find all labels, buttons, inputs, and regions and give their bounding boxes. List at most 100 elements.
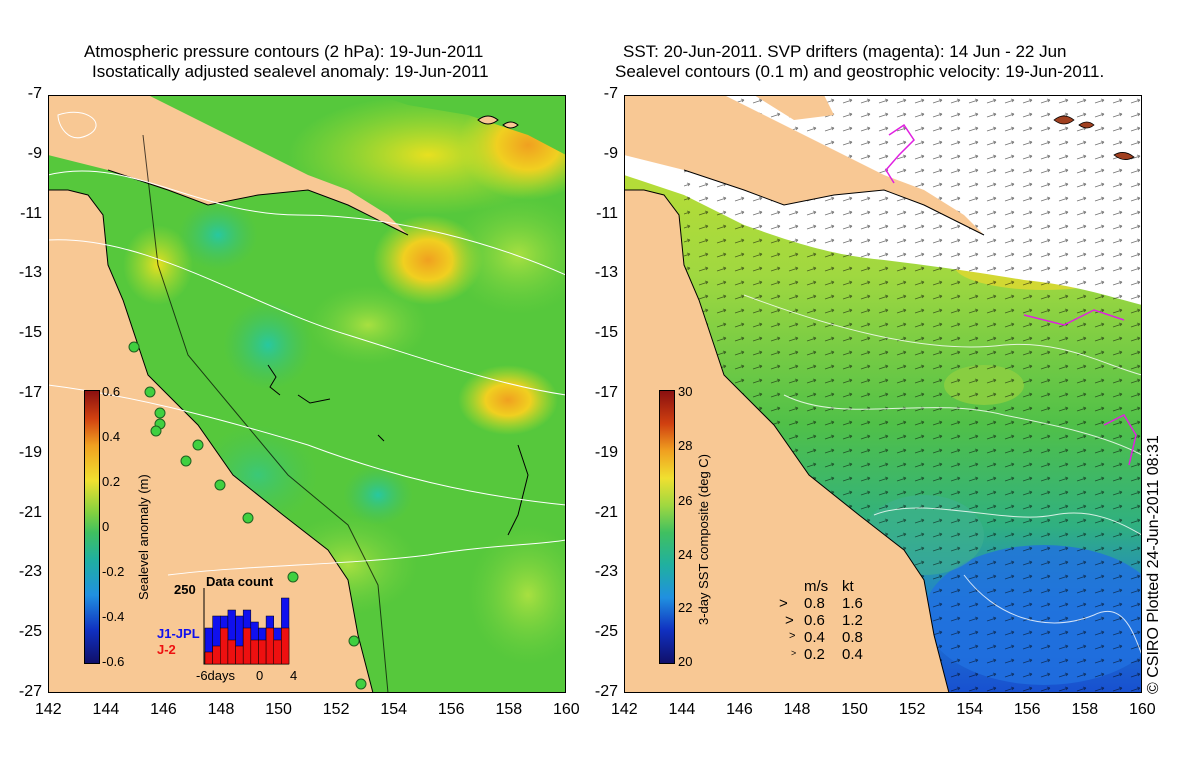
data-count-bar-j-2 [242, 627, 252, 665]
sst-colorbar-tick: 22 [678, 600, 693, 615]
left-x-tick-label: 144 [92, 701, 120, 718]
left-y-tick-label: -19 [18, 443, 42, 461]
tide-gauge-station[interactable] [150, 425, 162, 437]
australia-landmass [48, 95, 373, 693]
sealevel-colorbar-tick: 0.4 [102, 429, 121, 444]
left-y-tick-label: -23 [18, 563, 42, 581]
sst-colorbar-tick: 30 [678, 384, 693, 399]
sst-colorbar [659, 390, 675, 664]
right-title-line2: Sealevel contours (0.1 m) and geostrophi… [615, 62, 1105, 81]
svp-drifter-track [1103, 414, 1137, 466]
legend-j2: J-2 [157, 642, 176, 657]
left-x-tick-label: 142 [35, 701, 62, 718]
tide-gauge-station[interactable] [355, 678, 367, 690]
left-x-tick-label: 158 [495, 701, 523, 718]
left-y-tick-label: -15 [18, 324, 42, 342]
data-count-bar-j-2 [204, 651, 213, 665]
left-y-tick-label: -17 [18, 384, 42, 401]
left-x-tick-label: 150 [265, 701, 292, 718]
tide-gauge-station[interactable] [192, 439, 204, 451]
sealevel-colorbar [84, 390, 100, 664]
data-count-ymax: 250 [174, 582, 196, 597]
velocity-legend-value: 0.6 [804, 612, 825, 629]
tide-gauge-station[interactable] [144, 386, 156, 398]
new-guinea-landmass [48, 95, 408, 235]
tide-gauge-stations [128, 341, 367, 690]
velocity-legend-value: 0.4 [804, 629, 825, 646]
sealevel-colorbar-tick: 0.2 [102, 474, 121, 489]
right-title-line1: SST: 20-Jun-2011. SVP drifters (magenta)… [623, 42, 1067, 61]
new-guinea-landmass [624, 95, 984, 235]
sst-colorbar-tick: 28 [678, 438, 693, 453]
right-x-tick-label: 150 [841, 701, 868, 718]
sst-colorbar-label: 3-day SST composite (deg C) [696, 454, 711, 625]
velocity-legend-header-kt: kt [842, 578, 854, 595]
sst-map [624, 95, 1142, 693]
tide-gauge-station[interactable] [242, 512, 254, 524]
right-y-tick-label: -11 [596, 204, 618, 222]
data-count-xlabel: -6days [196, 668, 236, 683]
velocity-legend-arrow-icon: > [779, 595, 788, 612]
right-y-tick-label: -25 [594, 623, 618, 641]
right-x-tick-label: 146 [726, 701, 753, 718]
right-x-tick-label: 142 [611, 701, 638, 718]
velocity-legend-arrow-icon: > [791, 648, 797, 658]
svp-drifter-track [1023, 309, 1125, 326]
data-count-bar-j-2 [273, 639, 282, 665]
australia-landmass [624, 95, 949, 693]
tide-gauge-station[interactable] [128, 341, 140, 353]
velocity-legend-value: 1.2 [842, 612, 863, 629]
copyright-notice: © CSIRO Plotted 24-Jun-2011 08:31 [1145, 435, 1162, 694]
data-count-xlabel: 4 [290, 668, 298, 683]
sealevel-colorbar-tick: 0.6 [102, 384, 121, 399]
left-x-tick-label: 156 [437, 701, 465, 718]
right-y-tick-label: -19 [594, 443, 618, 461]
tide-gauge-station[interactable] [154, 407, 166, 419]
left-y-tick-label: -13 [18, 264, 42, 282]
tide-gauge-station[interactable] [214, 479, 226, 491]
velocity-legend-value: 0.8 [842, 629, 863, 646]
right-y-tick-label: -17 [594, 384, 618, 401]
data-count-bar-j-2 [235, 645, 244, 665]
sealevel-colorbar-tick: -0.2 [102, 564, 125, 579]
right-y-tick-label: -15 [594, 324, 618, 342]
sealevel-colorbar-label: Sealevel anomaly (m) [136, 474, 151, 600]
right-x-tick-label: 156 [1013, 701, 1041, 718]
right-y-tick-label: -13 [594, 264, 618, 282]
left-y-tick-label: -21 [18, 503, 42, 521]
left-y-tick-label: -27 [18, 683, 42, 700]
sst-colorbar-tick: 24 [678, 547, 693, 562]
left-x-tick-label: 154 [380, 701, 408, 718]
left-x-tick-label: 146 [150, 701, 177, 718]
left-x-tick-label: 148 [207, 701, 235, 718]
legend-j1-jpl: J1-JPL [157, 626, 200, 641]
svp-drifter-track [885, 123, 915, 184]
left-title-line2: Isostatically adjusted sealevel anomaly:… [92, 62, 489, 81]
left-title-line1: Atmospheric pressure contours (2 hPa): 1… [84, 42, 484, 61]
right-y-tick-label: -27 [594, 683, 618, 700]
tide-gauge-station[interactable] [348, 635, 360, 647]
data-count-xlabel: 0 [256, 668, 264, 683]
sealevel-colorbar-tick: 0 [102, 519, 110, 534]
left-y-tick-label: -25 [18, 623, 42, 641]
sst-colorbar-tick: 26 [678, 493, 693, 508]
sst-colorbar-tick: 20 [678, 654, 693, 669]
right-x-tick-label: 154 [956, 701, 984, 718]
left-y-tick-label: -9 [27, 144, 42, 162]
right-y-tick-label: -7 [603, 85, 618, 102]
velocity-legend-value: 1.6 [842, 595, 863, 612]
data-count-bar-j-2 [220, 627, 229, 665]
data-count-histogram [203, 588, 290, 665]
right-x-tick-label: 152 [898, 701, 926, 718]
sealevel-colorbar-tick: -0.4 [102, 609, 125, 624]
tide-gauge-station[interactable] [180, 455, 192, 467]
data-count-bar-j-2 [227, 639, 236, 665]
sealevel-anomaly-map [48, 95, 566, 693]
velocity-legend-value: 0.4 [842, 646, 863, 663]
right-map-panel [624, 95, 1142, 693]
tide-gauge-station[interactable] [287, 571, 299, 583]
velocity-legend-arrow-icon: > [789, 630, 796, 642]
left-y-tick-label: -11 [20, 204, 42, 222]
velocity-legend-header-ms: m/s [804, 578, 829, 595]
right-x-tick-label: 144 [668, 701, 696, 718]
